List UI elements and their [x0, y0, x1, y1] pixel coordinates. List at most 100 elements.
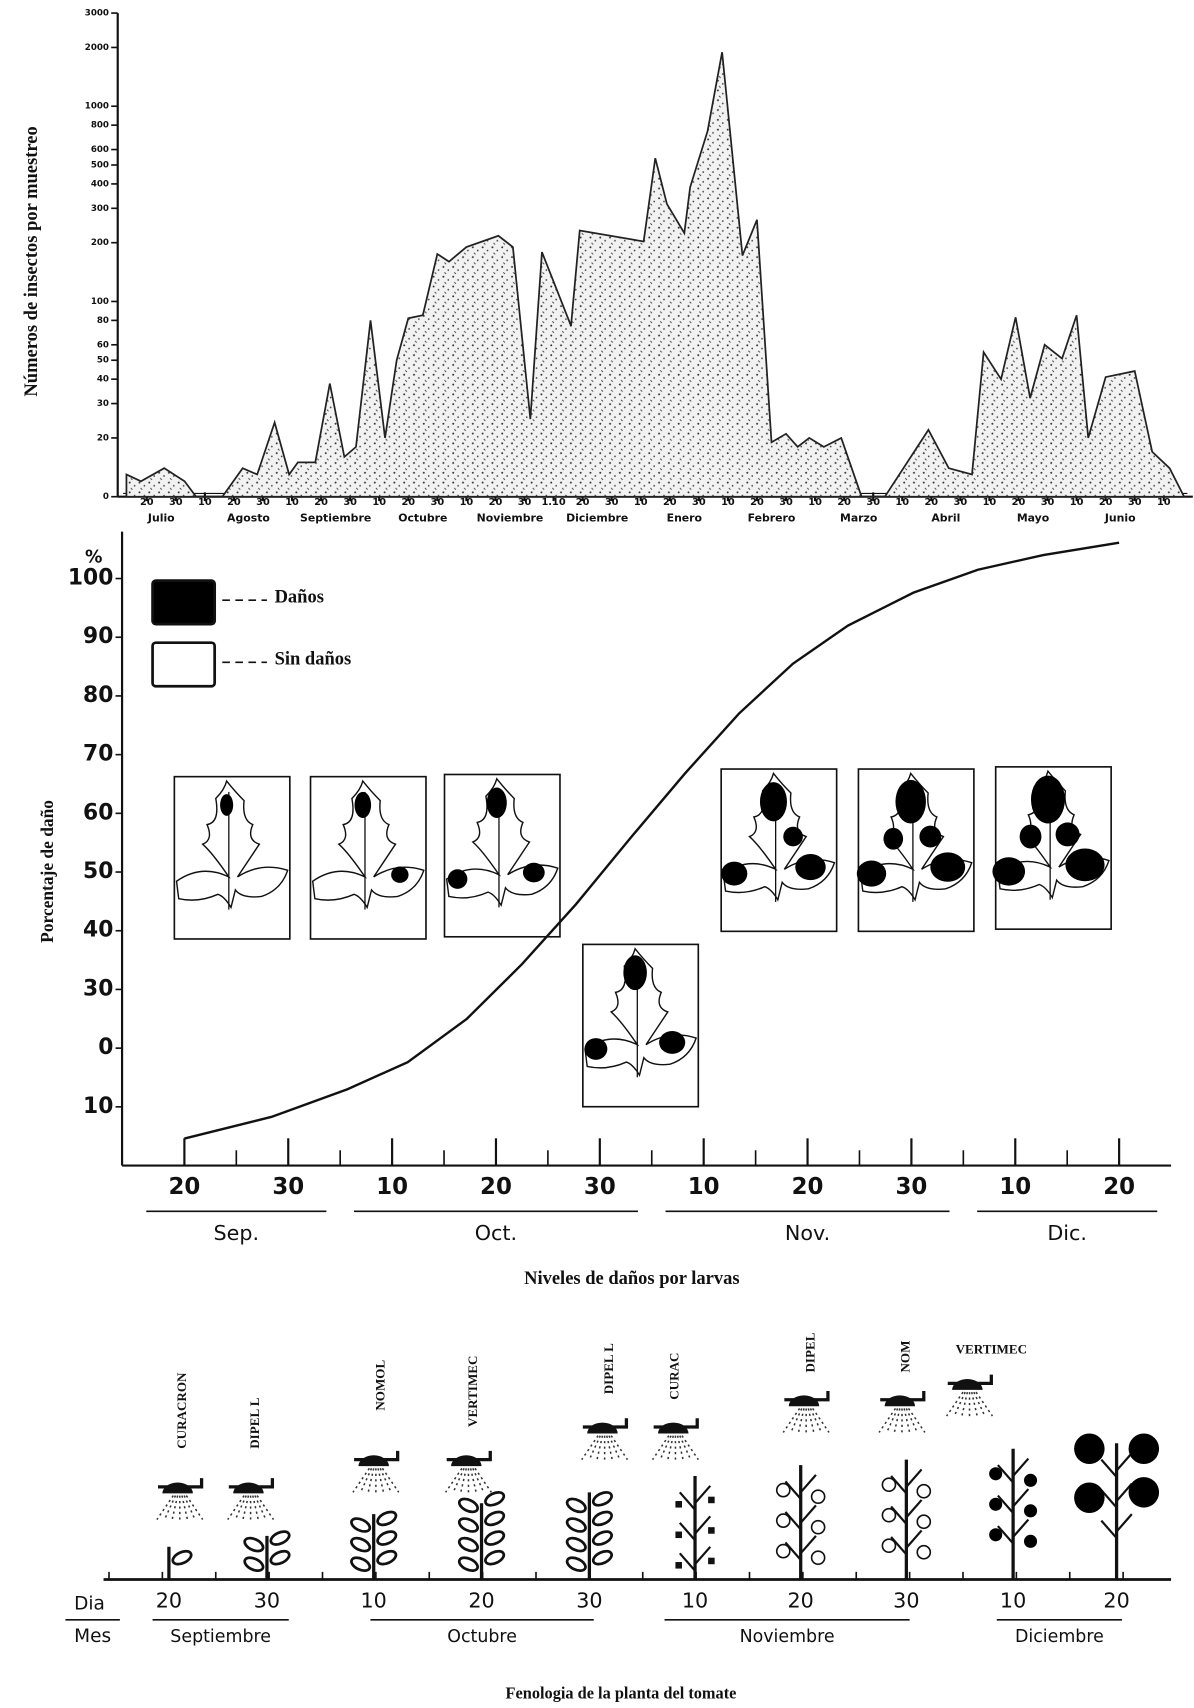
month-label: Octubre [398, 512, 447, 525]
plant-leaf [376, 1529, 398, 1547]
x-tick-label: 30 [272, 1174, 304, 1200]
x-tick-label: 30 [866, 497, 880, 508]
x-tick-label: 20 [140, 497, 154, 508]
month-label: Dic. [1047, 1221, 1087, 1245]
damage [795, 854, 826, 880]
x-tick-label: 20 [489, 497, 503, 508]
month-label: Abril [931, 512, 960, 525]
fruit [1024, 1504, 1037, 1517]
branch [680, 1553, 695, 1570]
spray [607, 1436, 612, 1460]
spray [609, 1436, 620, 1460]
damage [895, 780, 926, 824]
x-tick-label: 10 [372, 497, 386, 508]
branch [906, 1469, 921, 1486]
x-tick-label: 30 [584, 1174, 616, 1200]
product-label: DIPEL L [601, 1343, 616, 1394]
legend-label: Daños [275, 587, 324, 607]
fruit-set [882, 1509, 895, 1522]
x-tick-label: 30 [692, 497, 706, 508]
sprayer [947, 1375, 993, 1416]
mes-label: Mes [74, 1626, 111, 1647]
spray [589, 1436, 600, 1460]
plant-leaf [243, 1555, 265, 1573]
plant-leaf [565, 1536, 587, 1554]
x-tick-label: 10 [983, 497, 997, 508]
day-label: 10 [682, 1588, 708, 1612]
legend-swatch [153, 581, 215, 625]
sprayer-nozzle [451, 1455, 482, 1466]
plant-leaf [483, 1509, 505, 1527]
sprayer [446, 1451, 492, 1492]
plant-leaf [243, 1536, 265, 1554]
damage [783, 827, 803, 847]
ripe-fruit [1129, 1477, 1160, 1508]
x-tick-label: 30 [1041, 497, 1055, 508]
month-label: Mayo [1017, 512, 1049, 525]
plant-leaf [457, 1496, 479, 1514]
branch [1013, 1489, 1028, 1506]
legend-label: Sin daños [275, 649, 352, 669]
y-tick-label: 2000 [85, 43, 109, 53]
leaf-illustration [992, 767, 1111, 929]
x-tick-label: 30 [895, 1174, 927, 1200]
x-tick-label: 10 [460, 497, 474, 508]
x-tick-label: 30 [256, 497, 270, 508]
y-tick-label: 50 [83, 859, 113, 884]
fruit [989, 1498, 1002, 1511]
diagram-title: Fenologia de la planta del tomate [506, 1684, 737, 1703]
plant-leaf [269, 1529, 291, 1547]
month-label: Oct. [475, 1221, 517, 1245]
plant-leaf [483, 1549, 505, 1567]
plant-leaf [565, 1516, 587, 1534]
x-tick-label: 30 [343, 497, 357, 508]
spray [974, 1392, 985, 1416]
sprayer-nozzle [358, 1455, 389, 1466]
fruit-set [917, 1485, 930, 1498]
day-label: 30 [254, 1588, 280, 1612]
spray [235, 1496, 246, 1520]
day-label: 10 [361, 1588, 387, 1612]
month-label: Enero [667, 512, 702, 525]
product-label: VERTIMEC [465, 1356, 480, 1427]
plant-leaf [269, 1549, 291, 1567]
x-tick-label: 10 [376, 1174, 408, 1200]
x-tick-label: 20 [401, 497, 415, 508]
day-label: 20 [468, 1588, 494, 1612]
branch [906, 1530, 921, 1547]
plant-leaf [457, 1555, 479, 1573]
product-label: NOM [897, 1341, 912, 1373]
sprayer-nozzle [789, 1395, 820, 1406]
branch [695, 1547, 710, 1564]
spray [791, 1408, 802, 1432]
damage [487, 788, 507, 819]
leaf-illustration [174, 777, 289, 939]
damage [391, 867, 408, 883]
y-tick-label: 3000 [85, 9, 109, 19]
x-tick-label: 30 [605, 497, 619, 508]
spray [380, 1468, 391, 1492]
spray [678, 1436, 683, 1460]
product-label: NOMOL [372, 1360, 387, 1411]
branch [1013, 1520, 1028, 1537]
y-tick-label: 10 [83, 1094, 113, 1119]
damage [220, 794, 233, 816]
spray [668, 1436, 673, 1460]
spray [906, 1408, 917, 1432]
sprayer [879, 1391, 925, 1432]
area [126, 52, 1184, 497]
x-axis-title: Niveles de daños por larvas [524, 1269, 740, 1289]
dia-label: Dia [74, 1594, 105, 1615]
sprayer [157, 1478, 203, 1519]
branch [801, 1475, 816, 1492]
x-tick-label: 20 [750, 497, 764, 508]
x-tick-label: 20 [314, 497, 328, 508]
spray [453, 1468, 464, 1492]
plant-leaf [349, 1516, 371, 1534]
branch [801, 1505, 816, 1522]
x-tick-label: 20 [925, 497, 939, 508]
x-tick-label: 1.10 [541, 497, 565, 508]
x-tick-label: 20 [168, 1174, 200, 1200]
figure: Números de insectos por muestreo Porcent… [0, 0, 1194, 1708]
damage [992, 857, 1025, 885]
